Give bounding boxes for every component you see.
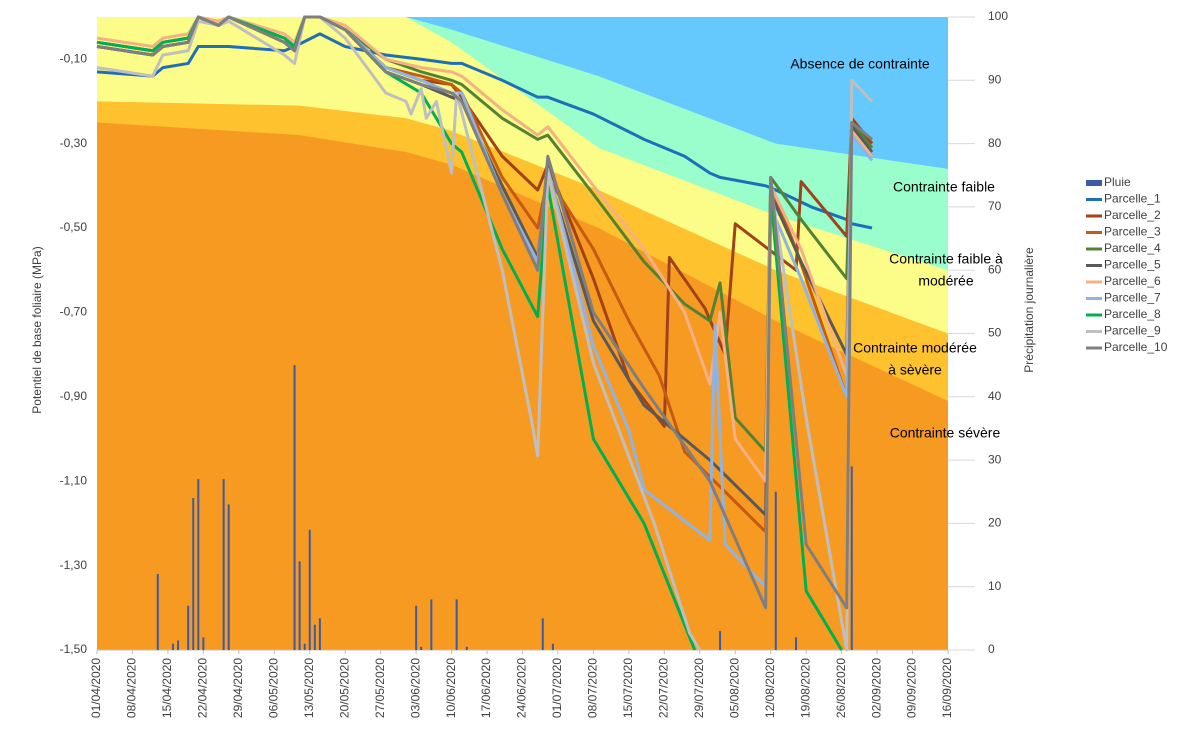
- rain-bar: [774, 491, 777, 650]
- legend-label: Parcelle_3: [1104, 225, 1161, 239]
- rain-bar: [303, 643, 306, 650]
- rain-bar: [455, 599, 458, 650]
- y2-tick-label: 50: [988, 326, 1002, 340]
- x-tick-label: 24/06/2020: [515, 658, 529, 718]
- x-tick-label: 27/05/2020: [373, 658, 387, 718]
- x-tick-label: 17/06/2020: [479, 658, 493, 718]
- rain-bar: [222, 479, 225, 650]
- rain-bar: [293, 365, 296, 650]
- rain-bar: [541, 618, 544, 650]
- y-tick-label: -1,30: [60, 558, 88, 572]
- y2-axis-label: Précipitation journalière: [1022, 247, 1036, 373]
- x-tick-label: 06/05/2020: [266, 658, 280, 718]
- rain-bar: [156, 574, 159, 650]
- rain-bar: [171, 643, 174, 650]
- rain-bar: [420, 646, 423, 650]
- rain-bar: [850, 466, 853, 650]
- x-tick-label: 08/04/2020: [125, 658, 139, 718]
- x-tick-label: 29/04/2020: [231, 658, 245, 718]
- y-tick-label: -0,90: [60, 389, 88, 403]
- y2-tick-label: 20: [988, 516, 1002, 530]
- x-tick-label: 22/07/2020: [657, 658, 671, 718]
- series-line: [96, 15, 874, 652]
- rain-bar: [202, 637, 205, 650]
- rain-bar: [795, 637, 798, 650]
- y-axis-label: Potentiel de base foliaire (MPa): [30, 246, 44, 413]
- y2-tick-label: 40: [988, 389, 1002, 403]
- y2-tick-label: 80: [988, 136, 1002, 150]
- legend-label: Parcelle_8: [1104, 307, 1161, 321]
- rain-bar: [465, 646, 468, 650]
- series-line: [96, 15, 873, 610]
- zone-label: modérée: [918, 273, 973, 289]
- legend-label: Parcelle_1: [1104, 192, 1161, 206]
- zone-label: Contrainte sévère: [890, 425, 1001, 441]
- x-tick-label: 05/08/2020: [727, 658, 741, 718]
- x-tick-label: 12/08/2020: [763, 658, 777, 718]
- y2-tick-label: 0: [988, 642, 995, 656]
- x-tick-label: 26/08/2020: [834, 658, 848, 718]
- zone-label: Contrainte faible: [893, 179, 995, 195]
- y-tick-label: -0,30: [60, 136, 88, 150]
- rain-bar: [308, 529, 311, 650]
- rain-bar: [197, 479, 200, 650]
- rain-bar: [187, 605, 190, 650]
- y2-tick-label: 10: [988, 579, 1002, 593]
- x-tick-label: 02/09/2020: [869, 658, 883, 718]
- y2-tick-label: 70: [988, 199, 1002, 213]
- zone-area: [97, 17, 948, 169]
- x-tick-label: 16/09/2020: [940, 658, 954, 718]
- y2-tick-label: 90: [988, 72, 1002, 86]
- x-tick-label: 20/05/2020: [337, 658, 351, 718]
- legend-label: Parcelle_10: [1104, 340, 1168, 354]
- rain-bar: [415, 605, 418, 650]
- y2-tick-label: 100: [988, 9, 1008, 23]
- legend-label: Parcelle_9: [1104, 324, 1161, 338]
- y-tick-label: -1,10: [60, 473, 88, 487]
- x-tick-label: 19/08/2020: [798, 658, 812, 718]
- rain-bar: [298, 561, 301, 650]
- x-tick-label: 10/06/2020: [444, 658, 458, 718]
- legend-label: Parcelle_5: [1104, 258, 1161, 272]
- y-tick-label: -0,10: [60, 51, 88, 65]
- legend-label: Parcelle_7: [1104, 291, 1161, 305]
- y-tick-label: -0,70: [60, 305, 88, 319]
- zones: [97, 17, 948, 650]
- legend-label: Parcelle_4: [1104, 241, 1161, 255]
- x-tick-label: 15/04/2020: [160, 658, 174, 718]
- y2-tick-label: 30: [988, 452, 1002, 466]
- y2-tick-label: 60: [988, 262, 1002, 276]
- x-tick-label: 09/09/2020: [905, 658, 919, 718]
- rain-bar: [227, 504, 230, 650]
- zone-label: Contrainte faible à: [889, 251, 1003, 267]
- rain-bar: [318, 618, 321, 650]
- x-tick-label: 13/05/2020: [302, 658, 316, 718]
- x-tick-label: 01/07/2020: [550, 658, 564, 718]
- rain-bar: [313, 624, 316, 650]
- y-tick-label: -1,50: [60, 642, 88, 656]
- legend-label: Pluie: [1104, 175, 1131, 189]
- y-tick-label: -0,50: [60, 220, 88, 234]
- legend-label: Parcelle_2: [1104, 208, 1161, 222]
- zone-label: à sèvère: [888, 362, 942, 378]
- zone-label: Contrainte modérée: [853, 340, 977, 356]
- zone-label: Absence de contrainte: [790, 56, 930, 72]
- x-tick-label: 15/07/2020: [621, 658, 635, 718]
- rain-bar: [177, 640, 180, 650]
- rain-bar: [192, 498, 195, 650]
- rain-bar: [719, 631, 722, 650]
- x-tick-label: 03/06/2020: [408, 658, 422, 718]
- rain-bar: [551, 643, 554, 650]
- rain-bar: [430, 599, 433, 650]
- x-tick-label: 01/04/2020: [89, 658, 103, 718]
- legend-swatch: [1086, 180, 1102, 186]
- x-tick-label: 08/07/2020: [586, 658, 600, 718]
- x-tick-label: 22/04/2020: [196, 658, 210, 718]
- legend-label: Parcelle_6: [1104, 274, 1161, 288]
- x-tick-label: 29/07/2020: [692, 658, 706, 718]
